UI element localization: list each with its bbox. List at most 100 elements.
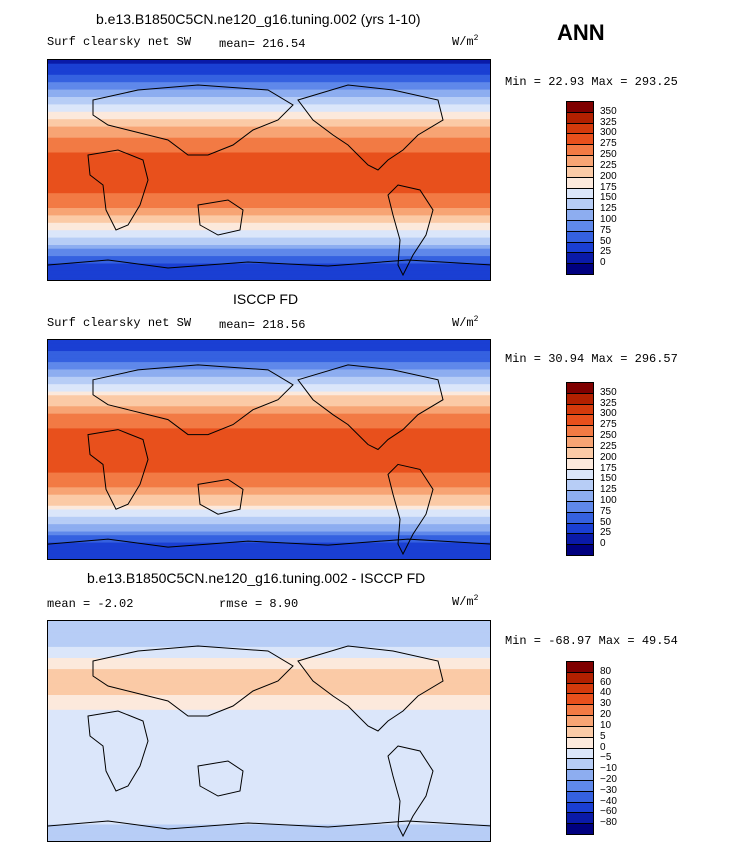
map-band [48,639,490,644]
map-band [48,67,490,72]
map-band [48,185,490,191]
map-band [48,557,490,559]
coastline [92,645,294,717]
colorbar-label: 25 [600,246,612,258]
map-band [48,691,490,696]
panel3-rmse: rmse = 8.90 [219,597,299,611]
map-band [48,159,490,165]
colorbar-box [566,144,594,156]
map-band [48,632,490,637]
colorbar-label: −10 [600,763,617,775]
colorbar-label: 225 [600,159,617,171]
map-band [48,141,490,146]
colorbar-label: 275 [600,138,617,150]
colorbar-box [566,165,594,178]
map-band [48,743,490,748]
map-band [48,487,490,492]
colorbar-label: 150 [600,473,617,485]
colorbar-box [566,500,594,513]
colorbar-box [566,392,594,405]
coastline [48,259,490,269]
map-band [48,259,490,265]
colorbar-box [566,176,594,188]
map-band [48,104,490,109]
colorbar-label: 200 [600,170,617,182]
panel1-title: b.e13.B1850C5CN.ne120_g16.tuning.002 (yr… [96,11,421,27]
map-band [48,428,490,433]
coastline [92,364,294,436]
map-band [48,783,490,789]
map-band [48,362,490,367]
map-band [48,130,490,135]
coastline [197,199,244,236]
colorbar-box [566,490,594,502]
colorbar-box [566,779,594,792]
colorbar-label: 0 [600,741,606,753]
map-band [48,424,490,429]
map-band [48,776,490,781]
map-band [48,806,490,811]
colorbar-label: 325 [600,397,617,409]
map-band [48,248,490,253]
map-band [48,739,490,744]
map-band [48,813,490,818]
map-band [48,435,490,441]
panel1-mean: mean= 216.54 [219,37,306,51]
map-band [48,683,490,689]
map-band [48,398,490,404]
map-band [48,761,490,766]
panel2-mean: mean= 218.56 [219,318,306,332]
map-band [48,71,490,76]
map-band [48,126,490,131]
map-band [48,108,490,113]
panel3-units: W/m2 [452,594,479,609]
map-band [48,222,490,228]
map-band [48,746,490,752]
map-band [48,476,490,481]
colorbar-box [566,511,594,524]
map-band [48,178,490,183]
colorbar-box [566,219,594,232]
map-band [48,60,490,65]
map-band [48,502,490,507]
colorbar-box [566,736,594,748]
colorbar-box [566,769,594,781]
map-band [48,839,490,841]
colorbar-label: −30 [600,784,617,796]
map-band [48,89,490,94]
colorbar-label: 20 [600,709,612,721]
colorbar-label: 60 [600,676,612,688]
panel2-minmax: Min = 30.94 Max = 296.57 [505,352,678,366]
map-band [48,621,490,626]
map-band [48,732,490,737]
colorbar-label: 275 [600,419,617,431]
map-band [48,145,490,150]
map-band [48,252,490,257]
map-band [48,491,490,496]
map-band [48,494,490,499]
map-band [48,85,490,91]
map-band [48,100,490,105]
map-band [48,208,490,213]
coastline [297,645,444,732]
colorbar-box [566,122,594,134]
panel1-map [47,59,491,281]
colorbar-label: 50 [600,516,612,528]
panel3-mean: mean = -2.02 [47,597,134,611]
map-band [48,230,490,235]
coastline [197,478,244,515]
map-band [48,695,490,700]
map-band [48,450,490,455]
colorbar-label: 150 [600,192,617,204]
map-band [48,505,490,511]
map-band [48,680,490,685]
colorbar-label: 10 [600,719,612,731]
colorbar-box [566,382,594,394]
map-band [48,115,490,120]
map-band [48,267,490,272]
coastline [87,429,149,510]
map-band [48,134,490,139]
map-band [48,421,490,426]
colorbar-label: 250 [600,149,617,161]
colorbar-box [566,252,594,264]
